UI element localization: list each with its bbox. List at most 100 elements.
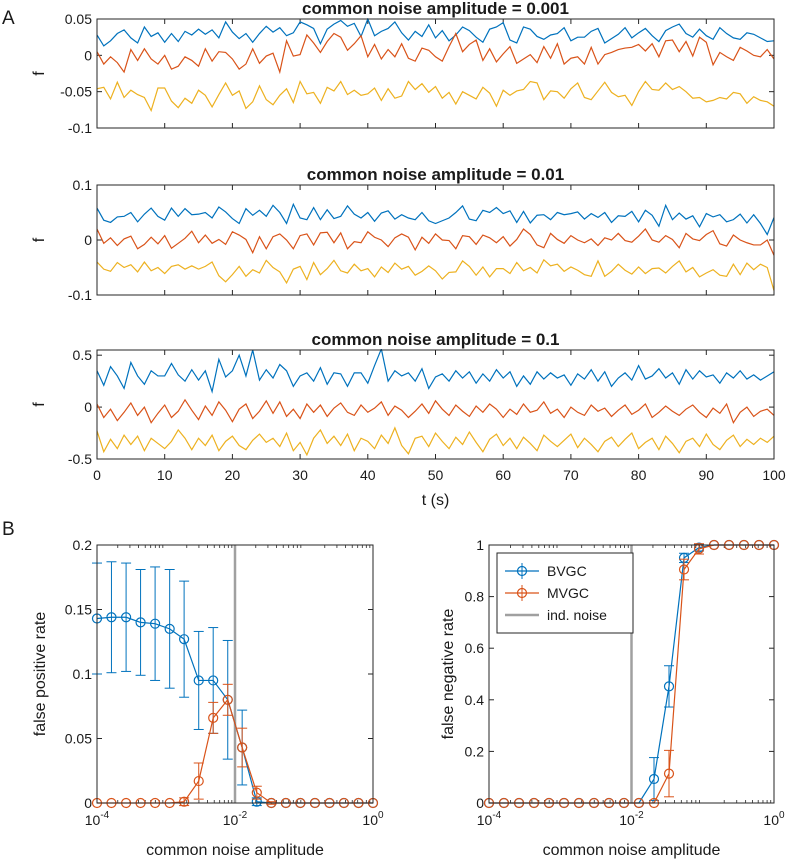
plot-box — [96, 544, 374, 804]
data-point — [106, 612, 117, 623]
y-tick-label: 0 — [84, 795, 92, 811]
x-tick-base: 10 — [477, 812, 493, 828]
x-tick-exponent: -2 — [238, 810, 247, 821]
y-tick-label: -0.1 — [68, 287, 92, 303]
data-point — [164, 623, 175, 634]
y-tick-label: 0.5 — [73, 347, 93, 363]
x-tick-label: 10-2 — [619, 810, 644, 828]
y-tick-label: 0.1 — [73, 666, 93, 682]
y-tick-label: 0.2 — [465, 743, 485, 759]
series-line-1 — [97, 202, 774, 236]
y-tick-label: -0.1 — [68, 120, 92, 136]
series-line-1 — [97, 349, 774, 394]
data-point — [135, 617, 146, 628]
y-axis-label: f — [31, 237, 48, 242]
data-point — [678, 564, 690, 575]
x-tick-label: 80 — [631, 467, 647, 483]
y-tick-label: 0.1 — [73, 177, 93, 193]
y-tick-label: 0.2 — [73, 537, 93, 553]
y-axis-label: false positive rate — [32, 612, 49, 737]
y-tick-label: 0.05 — [65, 11, 92, 27]
x-tick-base: 10 — [85, 812, 101, 828]
data-point — [663, 681, 675, 692]
panel-label-b: B — [2, 519, 15, 540]
data-point — [251, 787, 262, 798]
y-tick-label: -0.5 — [68, 451, 92, 467]
x-tick-base: 10 — [619, 812, 635, 828]
data-point — [120, 612, 132, 623]
y-tick-label: 1 — [476, 537, 484, 553]
y-axis-label: f — [31, 71, 48, 76]
x-axis-label: t (s) — [422, 492, 450, 509]
x-tick-label: 30 — [292, 467, 308, 483]
chart-1: common noise amplitude = 0.001 -0.1 -0.05 0… — [31, 0, 775, 136]
x-tick-base: 10 — [223, 812, 239, 828]
data-point — [648, 773, 660, 785]
x-tick-label: 10-2 — [223, 810, 248, 828]
x-axis-label: common noise amplitude — [543, 842, 721, 859]
x-tick-base: 10 — [362, 812, 378, 828]
x-tick-exponent: -4 — [492, 810, 501, 821]
x-tick-label: 60 — [495, 467, 511, 483]
y-tick-label: 0.15 — [65, 602, 92, 618]
x-tick-exponent: -4 — [100, 810, 109, 821]
x-tick-label: 100 — [762, 467, 786, 483]
chart-title: common noise amplitude = 0.001 — [302, 0, 569, 18]
series-line-3 — [97, 79, 774, 113]
plot-box — [96, 349, 775, 460]
series-line-1 — [97, 18, 774, 47]
data-point — [693, 543, 705, 554]
x-tick-label: 20 — [225, 467, 241, 483]
plot-box — [96, 184, 775, 296]
x-tick-exponent: 0 — [378, 810, 384, 821]
legend-label: ind. noise — [547, 607, 607, 623]
series-line-3 — [97, 426, 774, 457]
x-axis-label: common noise amplitude — [146, 842, 324, 859]
series-line-2 — [97, 32, 774, 75]
data-point — [208, 675, 219, 686]
y-axis-label: false negative rate — [440, 609, 457, 740]
x-tick-label: 10-4 — [477, 810, 502, 828]
chart-2: common noise amplitude = 0.01 -0.1 0 0.1 f — [31, 165, 775, 303]
y-tick-label: 0 — [84, 47, 92, 63]
x-tick-label: 90 — [699, 467, 715, 483]
x-tick-label: 0 — [93, 467, 101, 483]
y-tick-label: 0 — [476, 795, 484, 811]
series-line-2 — [97, 398, 774, 425]
data-point — [237, 742, 248, 753]
chart-title: common noise amplitude = 0.01 — [307, 165, 564, 184]
plot-box — [96, 18, 775, 129]
x-tick-label: 40 — [360, 467, 376, 483]
legend-label: MVGC — [547, 585, 589, 601]
chart-3: common noise amplitude = 0.1-0.500.50 10 2… — [31, 330, 786, 509]
series-line-3 — [97, 258, 774, 291]
data-point — [663, 768, 675, 779]
x-tick-label: 100 — [362, 810, 384, 828]
x-tick-label: 50 — [428, 467, 444, 483]
x-tick-label: 10-4 — [85, 810, 110, 828]
y-tick-label: 0 — [84, 399, 92, 415]
series-line-2 — [97, 228, 774, 256]
x-tick-exponent: 0 — [779, 810, 785, 821]
x-tick-label: 10 — [157, 467, 173, 483]
y-tick-label: 0.05 — [65, 731, 92, 747]
x-tick-exponent: -2 — [635, 810, 644, 821]
data-point — [193, 775, 204, 787]
data-point — [149, 618, 161, 629]
data-point — [179, 796, 190, 807]
x-tick-label: 70 — [563, 467, 579, 483]
data-point — [179, 634, 190, 645]
data-point — [208, 712, 219, 723]
y-tick-label: 0.6 — [465, 640, 485, 656]
y-tick-label: 0 — [84, 232, 92, 248]
x-tick-base: 10 — [763, 812, 779, 828]
panel-label-a: A — [2, 8, 15, 29]
y-tick-label: -0.05 — [60, 84, 92, 100]
data-point — [222, 694, 233, 705]
data-point — [193, 675, 204, 686]
chart-title: common noise amplitude = 0.1 — [312, 330, 560, 349]
y-tick-label: 0.4 — [465, 692, 485, 708]
